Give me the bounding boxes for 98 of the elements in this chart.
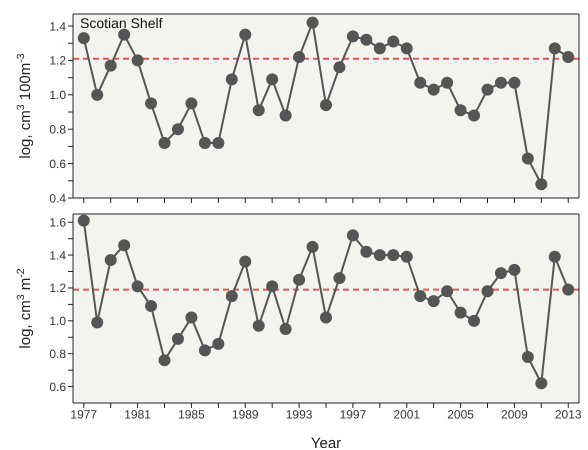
x-tick-label: 2013 [554, 408, 582, 422]
point [280, 323, 292, 336]
point [239, 256, 252, 268]
point [293, 50, 306, 63]
point [78, 214, 90, 227]
point [548, 42, 561, 54]
chart-title: Scotian Shelf [80, 15, 162, 31]
point [280, 109, 292, 122]
point [414, 76, 426, 89]
point [252, 320, 265, 332]
point [481, 285, 494, 298]
point [293, 274, 306, 286]
x-tick-label: 1989 [232, 408, 259, 422]
point [562, 284, 574, 296]
point [535, 377, 548, 390]
point [158, 354, 171, 366]
point [78, 32, 90, 44]
point [522, 350, 534, 363]
point [508, 264, 520, 276]
y-tick-label: 1.0 [49, 314, 66, 328]
y-tick-label: 0.4 [49, 191, 66, 206]
point [400, 250, 413, 263]
y-tick-label: 1.4 [49, 248, 66, 262]
x-tick-label: 1977 [70, 408, 98, 422]
point [239, 28, 252, 41]
point [266, 73, 278, 86]
point [198, 344, 211, 356]
point [428, 295, 440, 308]
y-tick-label: 1.6 [49, 215, 66, 230]
y-tick-label: 1.2 [49, 281, 66, 296]
y-tick-label: 1.4 [49, 19, 66, 34]
point [522, 152, 534, 164]
point [414, 290, 426, 302]
point [428, 84, 440, 96]
point [132, 280, 144, 292]
point [441, 76, 454, 89]
point [508, 76, 520, 89]
y-tick-label: 0.6 [49, 380, 66, 394]
y-tick-label: 0.8 [49, 346, 66, 361]
point [91, 316, 104, 328]
point [118, 239, 130, 252]
point [132, 54, 144, 66]
point [198, 136, 211, 149]
point [548, 250, 561, 263]
x-tick-label: 2009 [501, 408, 528, 422]
point [145, 300, 158, 312]
point [91, 88, 104, 101]
point [346, 30, 359, 42]
point [306, 240, 319, 253]
point [333, 61, 346, 74]
point [333, 272, 346, 284]
x-tick-label: 1985 [178, 408, 206, 422]
point [118, 28, 130, 41]
point [454, 306, 467, 319]
point [494, 76, 507, 89]
x-tick-label: 1993 [286, 408, 313, 422]
point [172, 123, 184, 136]
point [252, 104, 265, 116]
x-axis-title: Year [310, 435, 342, 450]
point [145, 97, 158, 110]
y-tick-label: 0.8 [49, 122, 66, 136]
point [158, 136, 171, 149]
point [374, 42, 386, 54]
y-tick-label: 1.2 [49, 54, 66, 68]
point [104, 60, 117, 72]
point [441, 285, 454, 298]
point [535, 178, 548, 190]
y-tick-label: 0.6 [49, 156, 66, 171]
point [306, 16, 319, 29]
point [266, 280, 278, 292]
point [212, 338, 224, 350]
point [320, 312, 332, 324]
point [387, 36, 400, 48]
point [494, 267, 507, 280]
x-tick-label: 1981 [124, 408, 152, 422]
point [346, 229, 359, 242]
point [320, 99, 332, 112]
point [104, 254, 117, 266]
point [360, 34, 372, 46]
point [454, 104, 467, 116]
point [226, 73, 238, 86]
point [212, 136, 224, 149]
x-tick-label: 2001 [393, 408, 420, 422]
point [172, 332, 184, 345]
point [468, 109, 480, 122]
x-tick-label: 2005 [447, 408, 474, 422]
point [400, 42, 413, 54]
point [481, 84, 494, 96]
point [562, 50, 574, 63]
point [185, 97, 198, 110]
point [185, 312, 198, 324]
point [360, 246, 372, 258]
point [387, 249, 400, 262]
x-tick-label: 1997 [340, 408, 367, 422]
point [374, 249, 386, 262]
point [468, 314, 480, 327]
y-tick-label: 1.0 [49, 88, 66, 102]
point [226, 290, 238, 302]
